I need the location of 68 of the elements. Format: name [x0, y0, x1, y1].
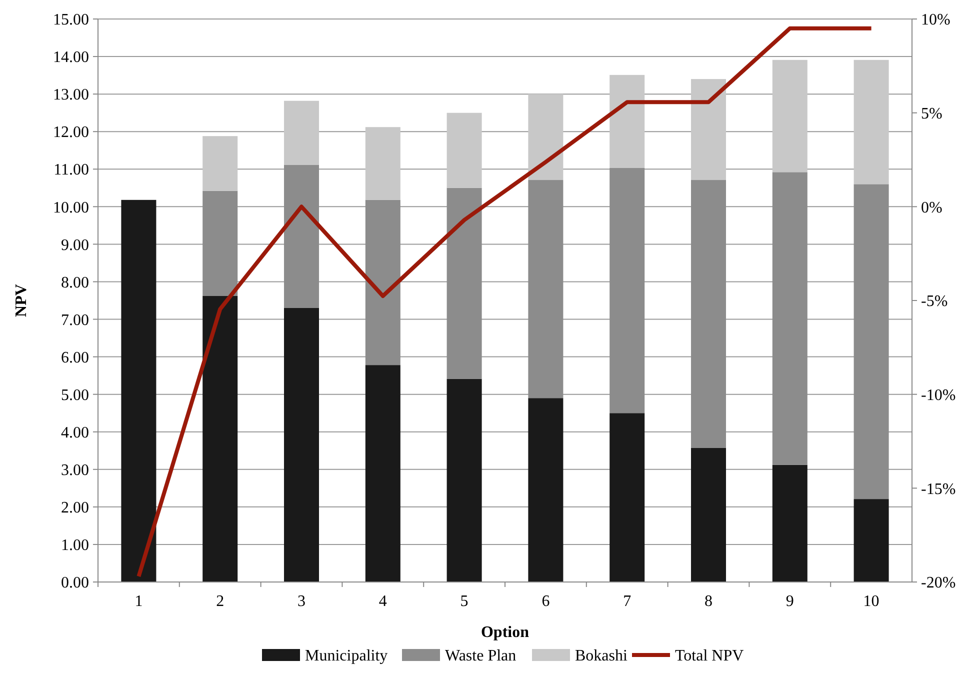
bar [772, 464, 808, 582]
bar [446, 378, 482, 582]
bar [365, 200, 400, 366]
y-tick-label: 7.00 [61, 312, 89, 329]
y-tick-label: 0.00 [61, 574, 89, 592]
y-tick-label: 1.00 [61, 537, 89, 554]
bar [691, 180, 726, 448]
x-axis-title: Option [480, 624, 530, 641]
y-tick-label: 13.00 [53, 86, 89, 104]
y-tick-label: 12.00 [53, 124, 89, 142]
y-tick-label: 3.00 [61, 462, 89, 479]
bar [854, 184, 889, 500]
bar [446, 112, 482, 188]
x-tick-label: 1 [134, 593, 143, 610]
bar [528, 94, 564, 180]
x-tick-label: 7 [623, 593, 632, 610]
y-tick-label: 10.00 [53, 199, 89, 216]
bar [202, 190, 238, 296]
bar [365, 127, 400, 200]
x-tick-label: 9 [786, 593, 794, 610]
bar [121, 200, 156, 582]
bar [446, 188, 482, 379]
bar [854, 60, 889, 184]
y2-tick-label: -10% [921, 386, 956, 404]
bar [284, 100, 319, 166]
legend-label: Municipality [305, 648, 388, 665]
y-tick-label: 15.00 [53, 12, 89, 29]
x-tick-label: 5 [460, 593, 468, 610]
bar [610, 74, 645, 168]
bar [365, 365, 400, 582]
bar [284, 308, 319, 582]
bar [528, 180, 564, 398]
y-tick-label: 2.00 [61, 500, 89, 517]
bar [610, 413, 645, 582]
bar [772, 172, 808, 465]
line-series [136, 26, 874, 578]
bar [772, 60, 808, 172]
y-tick-label: 9.00 [61, 236, 89, 254]
bar [610, 168, 645, 414]
x-tick-label: 3 [298, 593, 306, 610]
bar [284, 165, 319, 308]
x-tick-label: 10 [863, 593, 880, 610]
bar [528, 398, 564, 582]
bar [691, 79, 726, 180]
y-tick-label: 8.00 [61, 274, 89, 292]
y-axis-title: NPV [13, 284, 30, 317]
y-tick-label: 11.00 [54, 162, 89, 179]
y2-tick-label: -15% [921, 480, 956, 498]
y2-tick-label: -20% [921, 574, 956, 592]
legend-label: Waste Plan [445, 648, 516, 665]
x-tick-label: 6 [542, 593, 550, 610]
y2-tick-label: 5% [921, 105, 942, 122]
y-tick-label: 14.00 [53, 49, 89, 66]
x-tick-label: 4 [378, 593, 387, 610]
bar [202, 136, 238, 191]
y-tick-label: 4.00 [61, 424, 89, 442]
y2-tick-label: 0% [921, 199, 942, 216]
legend-label: Bokashi [575, 648, 628, 665]
y-tick-label: 5.00 [61, 386, 89, 404]
bar [854, 499, 889, 582]
y-tick-label: 6.00 [61, 349, 89, 366]
x-tick-label: 8 [704, 593, 712, 610]
y2-tick-label: 10% [921, 12, 950, 29]
bar [202, 296, 238, 582]
x-tick-label: 2 [216, 593, 224, 610]
legend-label: Total NPV [675, 648, 744, 665]
bar [691, 448, 726, 582]
y2-tick-label: -5% [921, 293, 948, 310]
